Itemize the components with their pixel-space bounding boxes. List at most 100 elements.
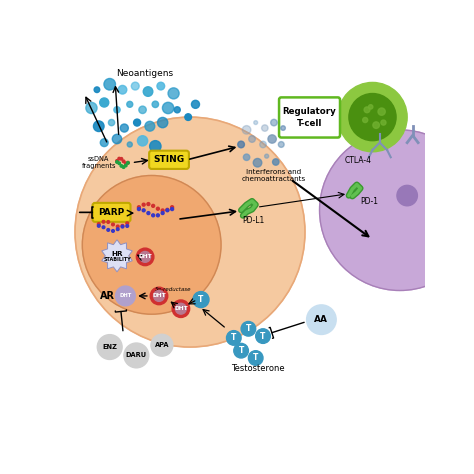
Circle shape	[117, 228, 119, 230]
Circle shape	[168, 88, 179, 99]
Circle shape	[174, 107, 180, 113]
Circle shape	[255, 329, 270, 343]
Text: 5α-reductase: 5α-reductase	[155, 287, 192, 292]
Circle shape	[147, 202, 150, 206]
Circle shape	[137, 136, 148, 146]
Circle shape	[368, 105, 373, 109]
Text: T: T	[238, 346, 244, 355]
Circle shape	[363, 118, 368, 123]
Circle shape	[120, 164, 123, 167]
Circle shape	[86, 102, 97, 114]
Text: PD-L1: PD-L1	[243, 216, 265, 225]
Circle shape	[118, 157, 120, 160]
Circle shape	[142, 203, 145, 206]
Circle shape	[268, 135, 276, 143]
Circle shape	[278, 142, 284, 147]
Circle shape	[109, 119, 115, 126]
Circle shape	[117, 225, 119, 228]
Circle shape	[112, 229, 114, 232]
Circle shape	[381, 120, 386, 125]
Text: ENZ: ENZ	[102, 344, 117, 350]
Circle shape	[100, 139, 108, 146]
Circle shape	[112, 223, 114, 226]
Circle shape	[137, 208, 140, 210]
Circle shape	[143, 87, 153, 96]
Circle shape	[116, 286, 135, 306]
Circle shape	[131, 82, 139, 90]
Text: DHT: DHT	[138, 255, 152, 259]
Circle shape	[264, 154, 269, 158]
Circle shape	[107, 228, 109, 231]
Circle shape	[116, 161, 118, 163]
Text: STING: STING	[154, 155, 184, 164]
Text: STABILITY: STABILITY	[103, 257, 131, 262]
Circle shape	[185, 114, 191, 120]
Circle shape	[161, 211, 164, 215]
Circle shape	[145, 121, 155, 131]
Circle shape	[150, 287, 168, 305]
Circle shape	[82, 175, 221, 314]
Circle shape	[98, 223, 100, 226]
Circle shape	[120, 124, 128, 132]
Circle shape	[242, 126, 251, 134]
Circle shape	[120, 157, 123, 160]
Circle shape	[94, 87, 100, 92]
Circle shape	[121, 225, 124, 227]
Circle shape	[142, 209, 145, 212]
Circle shape	[281, 126, 285, 130]
Circle shape	[125, 162, 127, 164]
Circle shape	[127, 101, 133, 107]
Circle shape	[338, 82, 407, 152]
Circle shape	[75, 117, 305, 347]
Circle shape	[137, 248, 154, 265]
FancyBboxPatch shape	[92, 203, 130, 222]
Polygon shape	[102, 240, 132, 272]
Circle shape	[104, 79, 116, 90]
Circle shape	[397, 185, 418, 206]
Circle shape	[152, 101, 159, 108]
Circle shape	[271, 119, 277, 126]
Circle shape	[152, 204, 155, 207]
Circle shape	[227, 331, 241, 345]
Circle shape	[154, 291, 164, 301]
Circle shape	[122, 160, 125, 163]
Circle shape	[161, 209, 164, 212]
Circle shape	[171, 206, 173, 209]
Circle shape	[118, 85, 127, 94]
Text: T: T	[260, 332, 266, 341]
Text: T: T	[231, 333, 237, 342]
Circle shape	[260, 141, 266, 148]
Circle shape	[127, 142, 132, 147]
Circle shape	[238, 141, 245, 148]
Circle shape	[127, 162, 129, 164]
Circle shape	[253, 158, 262, 167]
Text: Neoantigens: Neoantigens	[116, 69, 173, 78]
Circle shape	[125, 164, 127, 167]
Text: T: T	[253, 354, 258, 363]
Circle shape	[157, 118, 168, 128]
Circle shape	[241, 321, 255, 336]
Circle shape	[147, 212, 150, 215]
Circle shape	[254, 121, 258, 125]
Text: CTLA-4: CTLA-4	[345, 156, 372, 165]
Circle shape	[124, 343, 149, 368]
Circle shape	[122, 166, 125, 168]
Circle shape	[140, 252, 151, 262]
Circle shape	[114, 107, 120, 113]
Circle shape	[151, 334, 173, 356]
Circle shape	[166, 209, 169, 212]
Circle shape	[126, 225, 128, 228]
Circle shape	[349, 93, 396, 141]
Circle shape	[107, 220, 109, 223]
Circle shape	[156, 214, 159, 217]
Circle shape	[373, 122, 379, 128]
Circle shape	[171, 208, 173, 210]
Circle shape	[166, 209, 169, 211]
Circle shape	[172, 300, 190, 318]
Circle shape	[112, 134, 122, 144]
Text: T: T	[246, 324, 251, 333]
Text: PARP: PARP	[99, 208, 125, 217]
Circle shape	[102, 220, 105, 223]
Text: Interferons and
chemoattractants: Interferons and chemoattractants	[242, 169, 306, 182]
Circle shape	[175, 303, 186, 314]
